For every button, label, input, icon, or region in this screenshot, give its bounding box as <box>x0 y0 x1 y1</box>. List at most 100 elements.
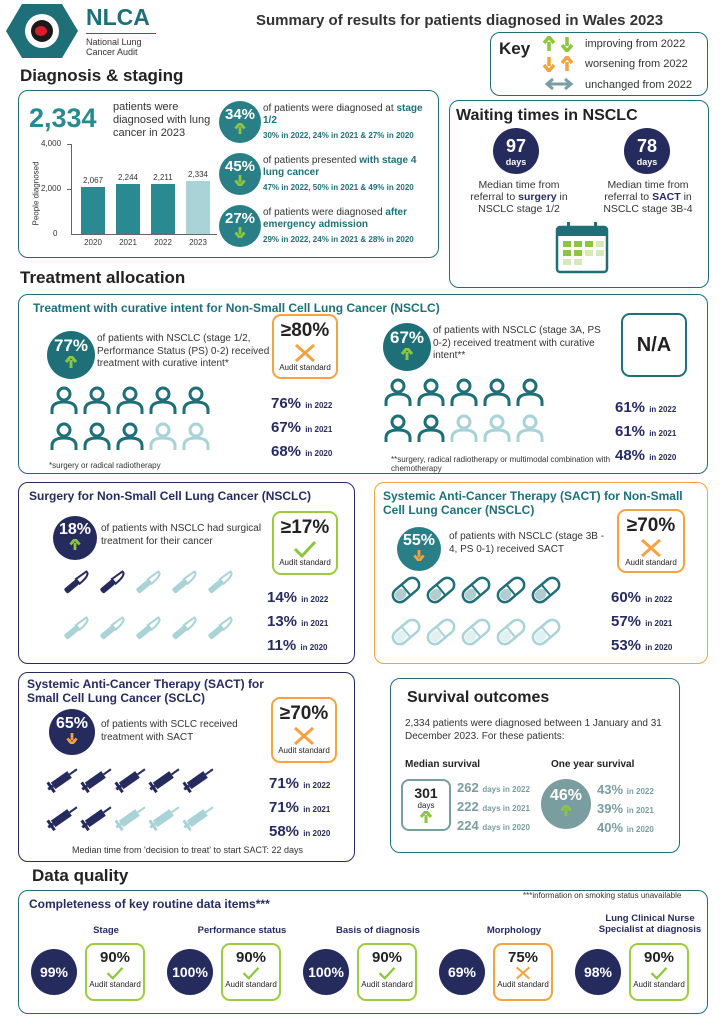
logo <box>4 2 80 60</box>
diagnosis-stat-text: of patients presented with stage 4 lung … <box>263 155 417 178</box>
pill-icon <box>389 573 423 607</box>
person-icon <box>148 421 178 451</box>
quality-value-circle: 100% <box>303 949 349 995</box>
quality-note: ***information on smoking status unavail… <box>523 891 682 900</box>
waiting-heading: Waiting times in NSCLC <box>456 107 638 124</box>
survival-title: Survival outcomes <box>407 689 550 706</box>
improving-icon <box>541 36 577 52</box>
history-row: 224 days in 2020 <box>457 818 530 833</box>
sact-days-circle: 78 days <box>624 128 670 174</box>
scalpel-icon <box>97 567 129 597</box>
history-row: 53% in 2020 <box>611 637 673 654</box>
surgery-days-circle: 97 days <box>493 128 539 174</box>
surgery-standard: ≥17% Audit standard <box>272 511 338 575</box>
history-row: 43% in 2022 <box>597 782 654 797</box>
pill-icon <box>494 573 528 607</box>
history-row: 57% in 2021 <box>611 613 673 630</box>
one-year-survival-circle: 46% <box>541 779 591 829</box>
scalpel-icon <box>61 567 93 597</box>
scalpel-icon <box>133 613 165 643</box>
one-year-survival-title: One year survival <box>551 759 635 770</box>
quality-panel: Completeness of key routine data items**… <box>18 890 708 1014</box>
person-icon <box>482 413 512 443</box>
chart-x-tick: 2023 <box>189 238 207 247</box>
scalpel-icon <box>169 613 201 643</box>
treatment-heading: Treatment allocation <box>20 268 186 287</box>
history-row: 222 days in 2021 <box>457 799 530 814</box>
diagnosis-stat-circle: 27% <box>219 205 261 247</box>
history-row: 13% in 2021 <box>267 613 329 630</box>
diagnosis-stat-circle: 45% <box>219 153 261 195</box>
quality-standard-box: 90% Audit standard <box>85 943 145 1001</box>
scalpel-icon <box>97 613 129 643</box>
quality-item-label: Morphology <box>486 925 542 936</box>
curative-right-standard: N/A <box>621 313 687 377</box>
diagnosis-stat-text: of patients were diagnosed after emergen… <box>263 207 407 230</box>
sact-wait-text: Median time from referral to SACT in NSC… <box>603 179 693 215</box>
surgery-pct: 18% <box>53 516 97 560</box>
curative-left-footnote: *surgery or radical radiotherapy <box>49 461 161 470</box>
quality-standard-box: 90% Audit standard <box>629 943 689 1001</box>
survival-text: 2,334 patients were diagnosed between 1 … <box>405 718 662 742</box>
key-panel: Key improving from 2022 worsening from 2… <box>490 32 708 96</box>
sact-sclc-footer: Median time from 'decision to treat' to … <box>71 845 304 855</box>
person-icon <box>115 385 145 415</box>
y-tick-0: 0 <box>53 229 58 238</box>
scalpel-icon <box>61 613 93 643</box>
quality-value-circle: 100% <box>167 949 213 995</box>
scalpel-icon <box>205 613 237 643</box>
syringe-icon <box>45 801 81 833</box>
chart-bar-label: 2,211 <box>153 173 173 183</box>
person-icon <box>515 413 545 443</box>
person-icon <box>148 385 178 415</box>
sact-sclc-panel: Systemic Anti-Cancer Therapy (SACT) for … <box>18 672 355 862</box>
history-row: 68% in 2020 <box>271 443 333 460</box>
chart-bar-label: 2,334 <box>187 170 209 180</box>
sact-nsclc-title: Systemic Anti-Cancer Therapy (SACT) for … <box>383 489 683 517</box>
history-row: 71% in 2021 <box>269 799 331 816</box>
history-row: 39% in 2021 <box>597 801 654 816</box>
history-row: 11% in 2020 <box>267 637 328 654</box>
quality-item-label: Stage <box>93 925 119 936</box>
quality-item-label: Performance status <box>197 925 287 936</box>
person-icon <box>181 421 211 451</box>
quality-item-label: Basis of diagnosis <box>336 925 420 936</box>
person-icon <box>49 421 79 451</box>
key-worsening: worsening from 2022 <box>585 58 688 70</box>
history-row: 61% in 2021 <box>615 423 677 440</box>
quality-heading: Data quality <box>32 866 129 885</box>
curative-right-pct: 67% <box>383 323 431 371</box>
logo-subtitle-2: Cancer Audit <box>86 47 138 57</box>
history-row: 67% in 2021 <box>271 419 333 436</box>
person-icon <box>482 377 512 407</box>
median-survival-title: Median survival <box>405 759 481 770</box>
surgery-panel: Surgery for Non-Small Cell Lung Cancer (… <box>18 482 355 664</box>
person-icon <box>49 385 79 415</box>
history-row: 71% in 2022 <box>269 775 331 792</box>
sact-sclc-text: of patients with SCLC received treatment… <box>101 719 238 743</box>
surgery-wait-text: Median time from referral to surgery in … <box>470 179 568 215</box>
diagnosis-stat-circle: 34% <box>219 101 261 143</box>
surgery-text: of patients with NSCLC had surgical trea… <box>101 523 262 547</box>
syringe-icon <box>79 763 115 795</box>
sact-sclc-standard: ≥70% Audit standard <box>271 697 337 763</box>
syringe-icon <box>79 801 115 833</box>
history-row: 58% in 2020 <box>269 823 331 840</box>
syringe-icon <box>113 801 149 833</box>
person-icon <box>416 413 446 443</box>
scalpel-icon <box>205 567 237 597</box>
pill-icon <box>529 615 563 649</box>
chart-bar-label: 2,244 <box>117 172 139 182</box>
chart-bar <box>186 181 210 234</box>
pill-icon <box>424 573 458 607</box>
syringe-icon <box>181 763 217 795</box>
person-icon <box>515 377 545 407</box>
scalpel-icon <box>133 567 165 597</box>
curative-title: Treatment with curative intent for Non-S… <box>33 301 440 315</box>
key-title: Key <box>499 39 531 58</box>
calendar-icon <box>554 219 610 275</box>
quality-title: Completeness of key routine data items**… <box>29 897 270 911</box>
history-row: 40% in 2020 <box>597 820 654 835</box>
sact-sclc-pct: 65% <box>49 709 95 755</box>
y-tick-2000: 2,000 <box>41 184 62 193</box>
